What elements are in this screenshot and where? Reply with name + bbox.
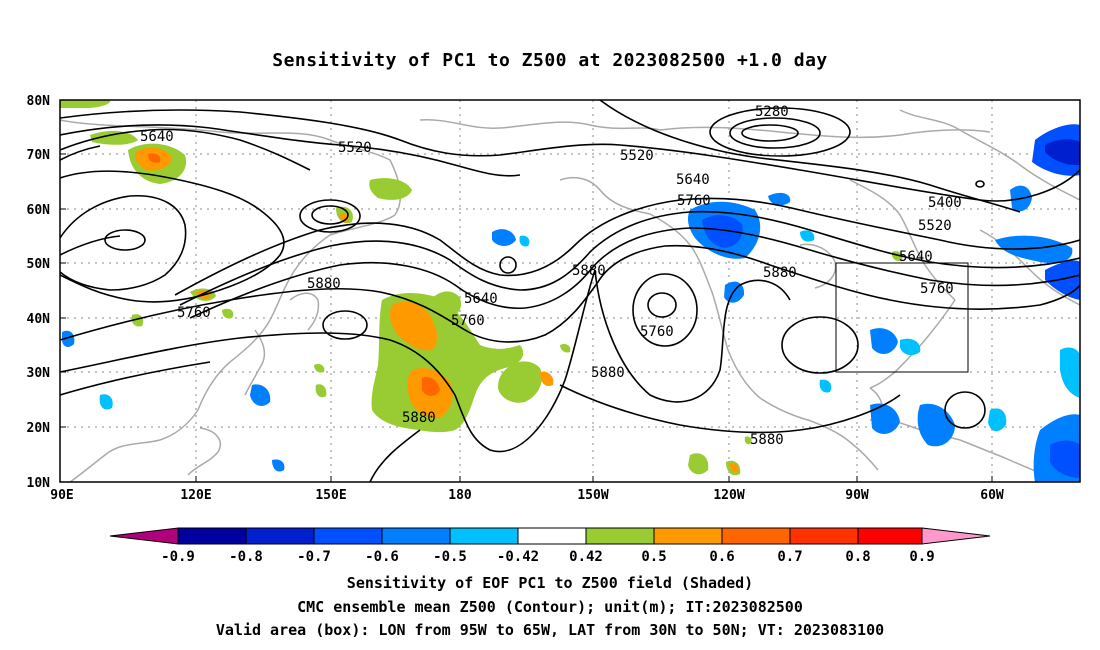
contour-label: 5760 <box>677 193 711 209</box>
contour-labels: 5280 5400 5520 5520 5520 5640 5640 5640 … <box>140 104 962 448</box>
contour-label: 5520 <box>338 140 372 156</box>
lon-label: 150W <box>577 488 608 503</box>
lon-label: 180 <box>448 488 472 503</box>
lat-label: 70N <box>27 148 51 163</box>
lon-label: 60W <box>980 488 1004 503</box>
lat-label: 30N <box>27 366 51 381</box>
colorbar <box>109 527 991 545</box>
colorbar-label: 0.8 <box>845 549 870 565</box>
lat-label: 10N <box>27 476 51 491</box>
colorbar-labels: -0.9 -0.8 -0.7 -0.6 -0.5 -0.42 0.42 0.5 … <box>161 549 935 565</box>
lon-label: 90E <box>50 488 73 503</box>
colorbar-cell <box>177 527 247 545</box>
contour-label: 5760 <box>451 313 485 329</box>
colorbar-max-arrow <box>921 527 991 545</box>
caption-line-2: CMC ensemble mean Z500 (Contour); unit(m… <box>297 598 803 616</box>
lat-label: 40N <box>27 312 51 327</box>
contour-label: 5880 <box>307 276 341 292</box>
colorbar-cell <box>585 527 655 545</box>
colorbar-label: -0.9 <box>161 549 195 565</box>
contour-label: 5760 <box>640 324 674 340</box>
colorbar-label: 0.7 <box>777 549 802 565</box>
colorbar-label: -0.6 <box>365 549 399 565</box>
lat-label: 20N <box>27 421 51 436</box>
colorbar-label: 0.5 <box>641 549 666 565</box>
colorbar-cell <box>313 527 383 545</box>
contour-label: 5880 <box>750 432 784 448</box>
contour-label: 5880 <box>763 265 797 281</box>
contour-label: 5640 <box>676 172 710 188</box>
lon-label: 150E <box>315 488 346 503</box>
latitude-labels: 80N 70N 60N 50N 40N 30N 20N 10N <box>27 94 51 491</box>
contour-label: 5640 <box>464 291 498 307</box>
contour-label: 5880 <box>572 263 606 279</box>
longitude-labels: 90E 120E 150E 180 150W 120W 90W 60W <box>50 488 1004 503</box>
contour-label: 5520 <box>620 148 654 164</box>
colorbar-label: -0.7 <box>297 549 331 565</box>
lat-label: 50N <box>27 257 51 272</box>
colorbar-label: -0.5 <box>433 549 467 565</box>
lat-label: 60N <box>27 203 51 218</box>
colorbar-label: 0.6 <box>709 549 734 565</box>
colorbar-cell <box>517 527 587 545</box>
map-frame <box>59 99 1081 483</box>
contour-label: 5640 <box>140 129 174 145</box>
contour-label: 5520 <box>918 218 952 234</box>
lon-label: 120W <box>713 488 744 503</box>
colorbar-label: 0.9 <box>909 549 934 565</box>
z500-contours <box>60 100 1080 482</box>
colorbar-label: -0.42 <box>497 549 539 565</box>
contour-label: 5880 <box>402 410 436 426</box>
colorbar-label: 0.42 <box>569 549 603 565</box>
tick-marks <box>60 153 993 482</box>
colorbar-cell <box>381 527 451 545</box>
contour-label: 5760 <box>177 305 211 321</box>
colorbar-cell <box>721 527 791 545</box>
colorbar-cell <box>789 527 859 545</box>
contour-label: 5880 <box>591 365 625 381</box>
colorbar-cell <box>857 527 923 545</box>
contour-label: 5760 <box>920 281 954 297</box>
lon-label: 90W <box>845 488 869 503</box>
figure-title: Sensitivity of PC1 to Z500 at 2023082500… <box>272 50 828 71</box>
colorbar-min-arrow <box>109 527 179 545</box>
colorbar-cell <box>449 527 519 545</box>
contour-label: 5280 <box>755 104 789 120</box>
caption-line-3: Valid area (box): LON from 95W to 65W, L… <box>215 621 885 639</box>
lon-label: 120E <box>180 488 211 503</box>
contour-label: 5400 <box>928 195 962 211</box>
colorbar-cell <box>653 527 723 545</box>
lat-label: 80N <box>27 94 51 109</box>
contour-label: 5640 <box>899 249 933 265</box>
valid-area-box <box>835 262 969 373</box>
colorbar-label: -0.8 <box>229 549 263 565</box>
colorbar-cell <box>245 527 315 545</box>
caption-line-1: Sensitivity of EOF PC1 to Z500 field (Sh… <box>346 574 754 592</box>
